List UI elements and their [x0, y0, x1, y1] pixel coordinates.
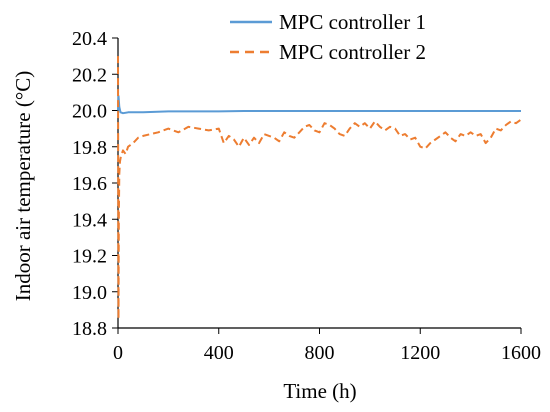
series-line-1 [117, 95, 521, 115]
x-tick-label: 1200 [400, 342, 440, 364]
y-tick-label: 19.6 [72, 173, 107, 195]
series-lines [117, 56, 522, 320]
x-tick-label: 0 [113, 342, 123, 364]
x-axis-title: Time (h) [283, 379, 356, 403]
y-tick-label: 20.0 [72, 101, 107, 123]
y-tick-label: 19.0 [72, 282, 107, 304]
y-axis-ticks: 18.8 19.0 19.2 19.4 19.6 19.8 20.0 20.2 20.4 [72, 28, 118, 340]
x-tick-label: 1600 [501, 342, 541, 364]
y-tick-label: 19.2 [72, 246, 107, 268]
y-axis-title: Indoor air temperature (°C) [11, 71, 35, 302]
y-tick-label: 19.4 [72, 209, 107, 231]
axes [117, 38, 521, 329]
x-axis-ticks: 0 400 800 1200 1600 [113, 328, 541, 364]
legend-label-series-2: MPC controller 2 [279, 40, 426, 64]
legend-label-series-1: MPC controller 1 [279, 10, 426, 34]
x-tick-label: 800 [305, 342, 335, 364]
y-tick-label: 20.2 [72, 64, 107, 86]
y-tick-label: 19.8 [72, 137, 107, 159]
y-tick-label: 18.8 [72, 318, 107, 340]
x-tick-label: 400 [204, 342, 234, 364]
legend: MPC controller 1 MPC controller 2 [230, 10, 426, 64]
y-tick-label: 20.4 [72, 28, 107, 50]
series-line-2 [117, 56, 522, 320]
